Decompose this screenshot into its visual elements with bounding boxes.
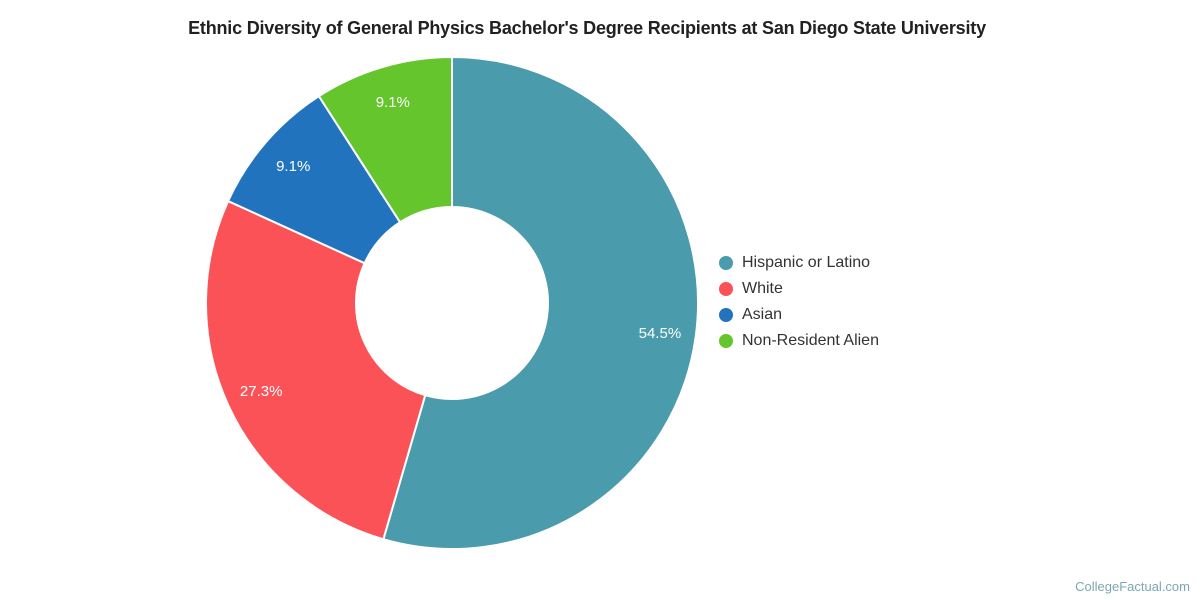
legend-label-hispanic-or-latino: Hispanic or Latino bbox=[742, 254, 871, 271]
legend: Hispanic or Latino White Asian Non-Resident… bbox=[719, 250, 879, 354]
legend-item-hispanic-or-latino[interactable]: Hispanic or Latino bbox=[719, 250, 879, 276]
slice-label-white: 27.3% bbox=[240, 383, 283, 400]
legend-dot-asian bbox=[719, 308, 733, 322]
legend-label-non-resident-alien: Non-Resident Alien bbox=[742, 332, 879, 349]
pie-slice-hispanic-or-latino[interactable] bbox=[382, 56, 699, 550]
pie-slice-white[interactable] bbox=[205, 200, 427, 541]
slice-label-non-resident-alien: 9.1% bbox=[376, 94, 410, 111]
legend-dot-non-resident-alien bbox=[719, 334, 733, 348]
legend-label-white: White bbox=[742, 280, 783, 297]
legend-label-asian: Asian bbox=[742, 306, 783, 323]
legend-dot-white bbox=[719, 282, 733, 296]
chart-title: Ethnic Diversity of General Physics Bach… bbox=[188, 18, 986, 38]
pie-slice-non-resident-alien[interactable] bbox=[317, 56, 453, 224]
slice-label-asian: 9.1% bbox=[276, 158, 310, 175]
legend-item-non-resident-alien[interactable]: Non-Resident Alien bbox=[719, 328, 879, 354]
legend-item-white[interactable]: White bbox=[719, 276, 879, 302]
watermark-link[interactable]: CollegeFactual.com bbox=[1075, 579, 1190, 594]
legend-dot-hispanic-or-latino bbox=[719, 256, 733, 270]
slice-label-hispanic-or-latino: 54.5% bbox=[639, 325, 682, 342]
legend-item-asian[interactable]: Asian bbox=[719, 302, 879, 328]
